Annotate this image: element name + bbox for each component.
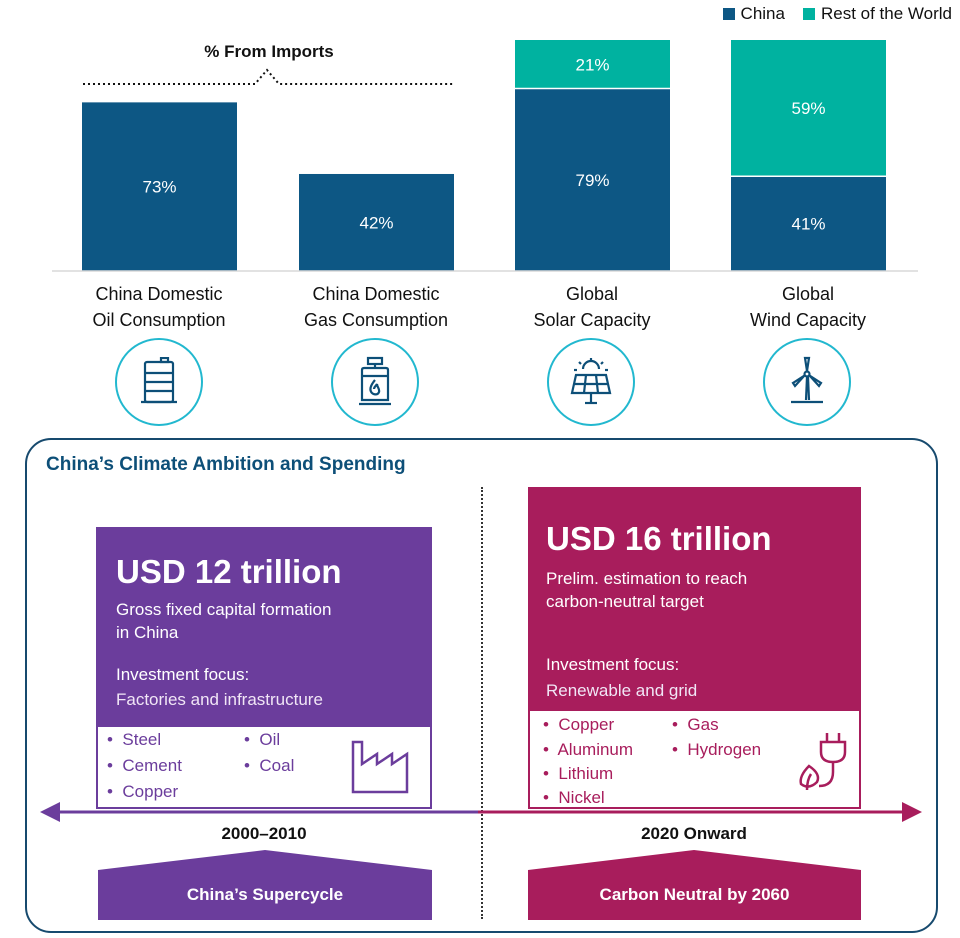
right-item: • Lithium (543, 764, 614, 783)
legend-swatch-rest-of-world (802, 8, 815, 20)
right-item-label: Copper (558, 715, 615, 734)
left-item-label: Steel (122, 730, 162, 749)
legend-label-china: China (740, 4, 785, 23)
bar-oil-china (82, 102, 237, 272)
right-description: Prelim. estimation to reach carbon-neutr… (546, 567, 747, 613)
category-label-solar-line2: Solar Capacity (533, 310, 651, 330)
left-item: • Oil (244, 730, 281, 749)
left-item: • Cement (107, 756, 182, 775)
bar-value-label-solar-rest-of-world: 21% (575, 55, 609, 74)
supercycle-spending-box (96, 527, 432, 727)
right-item-label: Nickel (558, 788, 605, 807)
category-label-oil: China Domestic Oil Consumption (54, 281, 264, 333)
left-item-label: Coal (259, 756, 295, 775)
left-item-label: Copper (122, 782, 179, 801)
left-description-line2: in China (116, 623, 179, 642)
right-items-box (528, 711, 861, 809)
category-label-gas-line1: China Domestic (312, 284, 440, 304)
right-description-line2: carbon-neutral target (546, 592, 704, 611)
factory-icon (351, 740, 409, 794)
left-item: • Coal (244, 756, 295, 775)
gas-cylinder-icon (331, 338, 419, 426)
legend-item-rest-of-world: Rest of the World (802, 4, 952, 24)
bar-value-label-oil-china: 73% (142, 178, 176, 197)
supercycle-banner-label: China’s Supercycle (186, 885, 344, 904)
imports-label: % From Imports (204, 42, 333, 61)
left-item: • Steel (107, 730, 162, 749)
left-item-label: Cement (122, 756, 182, 775)
right-item-label: Gas (687, 715, 719, 734)
imports-bracket (83, 68, 455, 85)
era-divider (481, 487, 483, 919)
bar-value-label-wind-china: 41% (791, 215, 825, 234)
right-item-label: Lithium (558, 764, 614, 783)
carbon-neutral-banner-shape (528, 850, 861, 920)
left-items-box (96, 727, 432, 809)
right-item: • Aluminum (543, 740, 634, 759)
bars-group: 73% 42% 79% 21% 41% 59% (82, 40, 886, 272)
supercycle-banner-shape (98, 850, 432, 920)
legend-swatch-china (722, 8, 735, 20)
left-focus-heading: Investment focus: (116, 665, 250, 684)
category-label-wind: Global Wind Capacity (703, 281, 913, 333)
bar-value-label-gas-china: 42% (359, 213, 393, 232)
bar-wind-china (731, 176, 886, 271)
bar-solar-china (515, 88, 670, 271)
right-item-label: Hydrogen (687, 740, 762, 759)
right-focus-heading: Investment focus: (546, 655, 680, 674)
category-label-gas-line2: Gas Consumption (303, 310, 449, 330)
bar-value-label-wind-rest-of-world: 59% (791, 99, 825, 118)
supercycle-banner: China’s Supercycle (98, 870, 432, 920)
category-label-gas: China Domestic Gas Consumption (271, 281, 481, 333)
oil-barrel-icon (115, 338, 203, 426)
chart-legend: China Rest of the World (722, 4, 952, 24)
legend-item-china: China (722, 4, 785, 24)
category-label-solar: Global Solar Capacity (487, 281, 697, 333)
right-item: • Nickel (543, 788, 605, 807)
plug-leaf-icon (799, 733, 847, 791)
category-label-solar-line1: Global (565, 284, 619, 304)
bar-wind-rest-of-world (731, 40, 886, 177)
left-item-label: Oil (259, 730, 281, 749)
wind-turbine-icon (763, 338, 851, 426)
bar-gas-china (299, 173, 454, 271)
left-amount: USD 12 trillion (116, 553, 342, 590)
category-label-wind-line2: Wind Capacity (749, 310, 867, 330)
bar-solar-rest-of-world (515, 40, 670, 89)
climate-ambition-panel (25, 438, 938, 933)
solar-panel-icon (547, 338, 635, 426)
timeline-arrow (40, 802, 922, 822)
right-focus-text: Renewable and grid (546, 681, 698, 700)
right-item: • Gas (672, 715, 719, 734)
bar-chart: % From Imports 73% 42% 79% 21% 41% 59% (52, 40, 918, 272)
category-label-wind-line1: Global (781, 284, 835, 304)
right-amount: USD 16 trillion (546, 520, 772, 557)
right-description-line1: Prelim. estimation to reach (546, 569, 748, 588)
right-period: 2020 Onward (641, 824, 747, 843)
right-item: • Copper (543, 715, 615, 734)
left-description: Gross fixed capital formation in China (116, 598, 331, 644)
left-focus-text: Factories and infrastructure (116, 690, 323, 709)
panel-title: China’s Climate Ambition and Spending (46, 454, 406, 475)
left-period: 2000–2010 (221, 824, 307, 843)
carbon-neutral-spending-box (528, 487, 861, 711)
left-item: • Copper (107, 782, 179, 801)
right-item-label: Aluminum (557, 740, 634, 759)
bar-value-label-solar-china: 79% (575, 171, 609, 190)
carbon-neutral-banner: Carbon Neutral by 2060 (528, 870, 861, 920)
category-label-oil-line1: China Domestic (95, 284, 223, 304)
legend-label-rest-of-world: Rest of the World (820, 4, 952, 23)
carbon-neutral-banner-label: Carbon Neutral by 2060 (599, 885, 790, 904)
right-item: • Hydrogen (672, 740, 762, 759)
category-label-oil-line2: Oil Consumption (92, 310, 226, 330)
left-description-line1: Gross fixed capital formation (116, 600, 332, 619)
